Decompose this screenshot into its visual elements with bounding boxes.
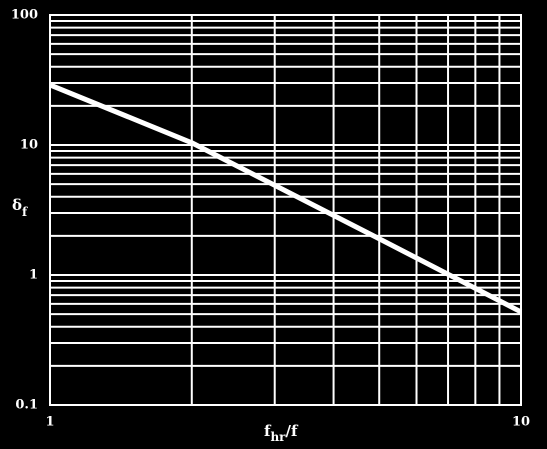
- x-tick-label: 10: [512, 415, 530, 430]
- y-tick-label: 1: [29, 268, 38, 283]
- x-label-subscript: hr: [270, 430, 286, 444]
- y-tick-label: 0.1: [15, 398, 38, 413]
- y-label-symbol: δ: [12, 196, 22, 214]
- y-tick-label: 100: [11, 8, 38, 23]
- plot-frame: [49, 14, 522, 406]
- x-label-rest: /f: [286, 422, 299, 440]
- x-tick-label: 1: [45, 415, 54, 430]
- x-label: fhr/f: [264, 422, 299, 444]
- x-label-symbol: f: [264, 422, 272, 440]
- data-line: [49, 82, 523, 315]
- y-label: δf: [12, 196, 28, 219]
- y-label-subscript: f: [22, 205, 28, 219]
- y-tick-label: 10: [20, 138, 38, 153]
